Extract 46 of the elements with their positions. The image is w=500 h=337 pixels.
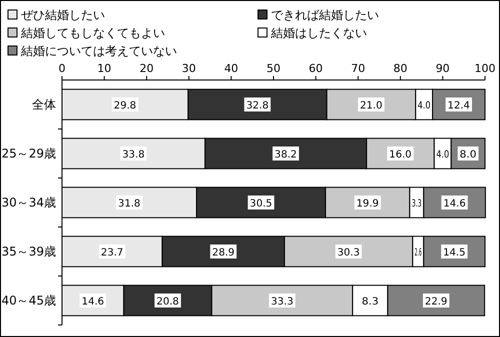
data-label: 33.3 (270, 296, 294, 308)
y-tick-label: 全体 (32, 98, 56, 112)
data-label: 38.2 (274, 150, 297, 160)
data-label: 23.7 (100, 248, 124, 258)
data-label: 8.3 (362, 296, 379, 308)
y-tick-label: 30～34歳 (1, 196, 56, 210)
legend-label: 結婚はしたくない (270, 26, 367, 40)
y-tick-label: 25～29歳 (1, 146, 56, 160)
x-tick-label: 50 (266, 62, 280, 75)
x-tick-label: 100 (474, 62, 496, 75)
legend-label: できれば結婚したい (271, 8, 379, 22)
data-label: 31.8 (118, 198, 140, 210)
data-label: 12.4 (448, 100, 470, 112)
data-label: 32.8 (246, 100, 269, 112)
x-tick-label: 10 (97, 62, 112, 75)
data-label: 14.6 (82, 296, 104, 308)
legend-label: 結婚してもしなくてもよい (20, 26, 165, 40)
data-label: 19.9 (356, 198, 379, 210)
x-tick-label: 90 (436, 62, 450, 75)
x-tick-label: 80 (393, 62, 408, 75)
data-label: 2.6 (414, 248, 431, 258)
x-tick-label: 70 (351, 62, 366, 75)
legend-label: 結婚については考えていない (20, 44, 177, 58)
legend-label: ぜひ結婚したい (21, 8, 105, 22)
x-tick-label: 30 (182, 62, 196, 75)
y-tick-label: 40～45歳 (1, 294, 56, 308)
data-label: 22.9 (424, 296, 448, 308)
data-label: 20.8 (156, 296, 179, 308)
data-label: 30.3 (337, 248, 360, 258)
data-label: 33.8 (122, 150, 145, 160)
data-label: 21.0 (360, 100, 382, 112)
y-tick-label: 35～39歳 (1, 244, 56, 258)
data-label: 16.0 (389, 150, 412, 160)
x-tick-label: 40 (224, 62, 238, 75)
data-label: 29.8 (114, 100, 136, 112)
x-tick-label: 20 (140, 62, 154, 75)
data-label: 14.6 (443, 198, 466, 210)
x-tick-label: 0 (58, 62, 66, 75)
data-label: 4.0 (436, 150, 452, 160)
data-label: 30.5 (250, 198, 272, 210)
data-label: 8.0 (460, 150, 476, 160)
data-label: 4.0 (418, 100, 434, 112)
data-label: 14.5 (443, 248, 466, 258)
x-tick-label: 60 (308, 62, 323, 75)
data-label: 28.9 (212, 248, 235, 258)
data-label: 3.3 (412, 198, 428, 210)
